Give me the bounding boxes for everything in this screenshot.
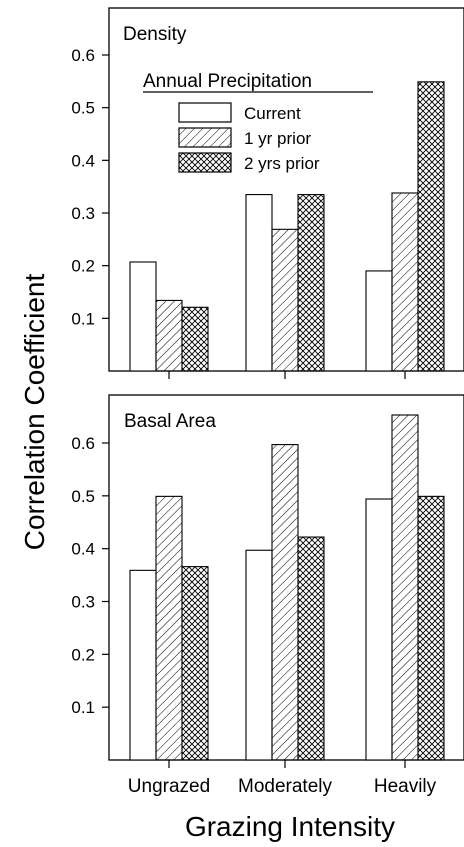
legend-title: Annual Precipitation <box>143 71 312 92</box>
y-tick-label: 0.2 <box>71 645 95 664</box>
bar-basal-area-moderately-current <box>245 549 273 761</box>
legend-label-2yrs: 2 yrs prior <box>244 154 320 173</box>
bar-basal-area-ungrazed-1yr <box>155 495 183 761</box>
bar-density-heavily-2yrs <box>417 81 445 372</box>
panel-basal-area-x-ticks <box>168 760 406 768</box>
panel-basal-area-title: Basal Area <box>124 411 216 432</box>
y-tick-label: 0.5 <box>71 99 95 118</box>
bar-density-ungrazed-2yrs <box>181 306 209 372</box>
legend: Annual Precipitation Current 1 yr prior … <box>143 71 373 173</box>
panel-density-bars <box>129 81 445 372</box>
x-axis-title: Grazing Intensity <box>185 811 395 842</box>
y-tick-label: 0.6 <box>71 434 95 453</box>
bar-basal-area-moderately-2yrs <box>297 536 325 761</box>
panel-density: Density 0.1 0.2 0.3 0.4 0.5 0.6 Annual Precip… <box>71 7 464 379</box>
bar-basal-area-heavily-current <box>365 498 393 761</box>
legend-label-current: Current <box>244 104 301 123</box>
bar-basal-area-ungrazed-current <box>129 569 157 761</box>
bar-density-ungrazed-1yr <box>155 299 183 372</box>
panel-basal-area-y-ticks: 0.1 0.2 0.3 0.4 0.5 0.6 <box>71 434 109 717</box>
panel-basal-area: Basal Area 0.1 0.2 0.3 0.4 0.5 0.6 <box>71 394 464 768</box>
legend-swatch-current <box>178 102 232 123</box>
y-tick-label: 0.3 <box>71 593 95 612</box>
y-tick-label: 0.1 <box>71 698 95 717</box>
bar-density-ungrazed-current <box>129 261 157 372</box>
y-tick-label: 0.3 <box>71 204 95 223</box>
category-label-moderately: Moderately <box>238 776 332 797</box>
panel-density-y-ticks: 0.1 0.2 0.3 0.4 0.5 0.6 <box>71 46 109 328</box>
category-label-ungrazed: Ungrazed <box>128 776 210 797</box>
bar-basal-area-moderately-1yr <box>271 444 299 761</box>
bar-basal-area-heavily-1yr <box>391 414 419 761</box>
category-labels: Ungrazed Moderately Heavily <box>128 776 437 797</box>
y-tick-label: 0.1 <box>71 309 95 328</box>
y-tick-label: 0.6 <box>71 46 95 65</box>
bar-basal-area-heavily-2yrs <box>417 495 445 761</box>
y-axis-title: Correlation Coefficient <box>19 274 50 551</box>
bar-density-heavily-1yr <box>391 192 419 372</box>
y-tick-label: 0.5 <box>71 487 95 506</box>
bar-density-heavily-current <box>365 270 393 372</box>
y-tick-label: 0.4 <box>71 151 95 170</box>
panel-density-x-ticks <box>168 371 406 379</box>
category-label-heavily: Heavily <box>374 776 437 797</box>
panel-basal-area-bars <box>129 414 445 761</box>
legend-swatch-1yr <box>178 127 232 148</box>
legend-label-1yr: 1 yr prior <box>244 129 311 148</box>
y-tick-label: 0.2 <box>71 257 95 276</box>
y-tick-label: 0.4 <box>71 540 95 559</box>
bar-basal-area-ungrazed-2yrs <box>181 566 209 761</box>
bar-density-moderately-2yrs <box>297 194 325 372</box>
bar-density-moderately-current <box>245 194 273 372</box>
legend-swatch-2yrs <box>178 152 232 173</box>
panel-density-title: Density <box>123 24 187 45</box>
bar-density-moderately-1yr <box>271 228 299 372</box>
